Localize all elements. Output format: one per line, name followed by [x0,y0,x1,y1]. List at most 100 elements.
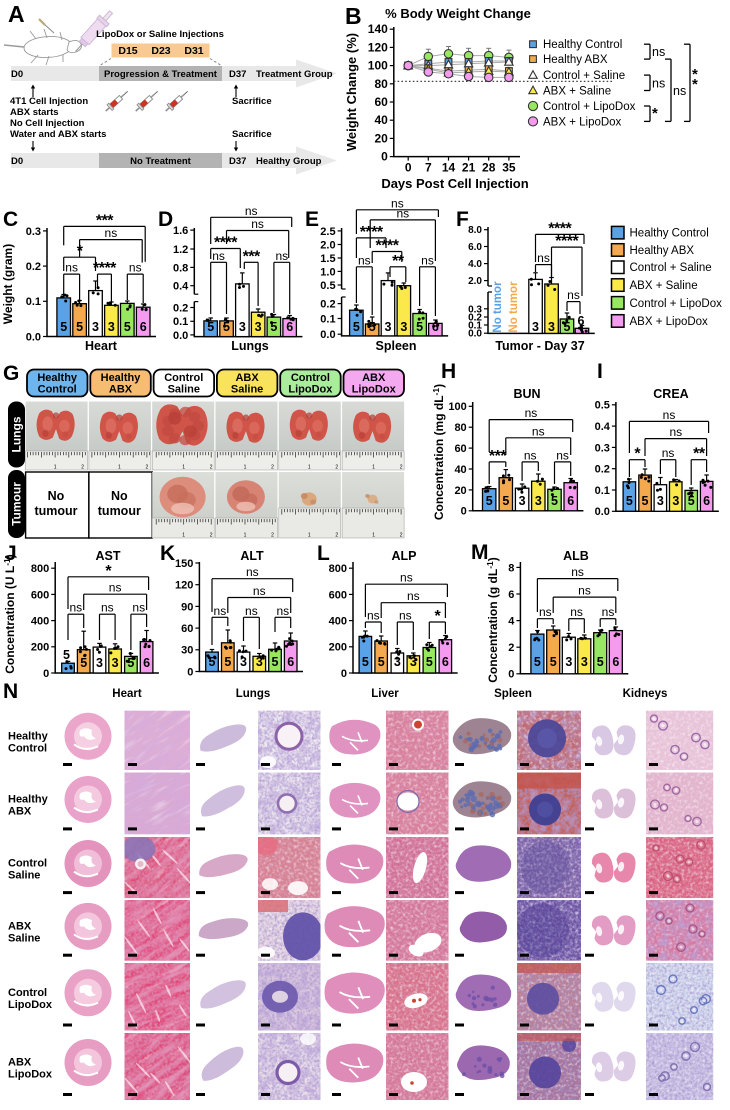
svg-text:ns: ns [245,604,258,618]
svg-text:Treatment Group: Treatment Group [256,69,333,80]
svg-text:ns: ns [214,604,227,618]
svg-text:0.4: 0.4 [173,281,189,293]
svg-text:4.0: 4.0 [468,259,482,270]
svg-text:ns: ns [70,601,83,615]
svg-text:LipoDox: LipoDox [8,1069,53,1081]
svg-text:**: ** [392,253,405,270]
svg-text:tumour: tumour [98,504,141,518]
svg-text:****: **** [555,233,579,250]
svg-text:Heart: Heart [112,688,142,700]
svg-text:ABX + LipoDox: ABX + LipoDox [630,316,709,328]
svg-text:***: *** [489,448,507,465]
svg-text:60: 60 [374,95,388,109]
svg-text:6: 6 [442,655,449,669]
svg-text:80: 80 [454,422,466,434]
svg-text:0.0: 0.0 [595,506,610,518]
svg-text:6: 6 [432,320,439,334]
svg-text:0: 0 [341,668,347,680]
svg-text:2: 2 [146,465,149,471]
svg-text:2: 2 [271,465,274,471]
svg-text:5: 5 [362,655,369,669]
svg-text:Tumor - Day 37: Tumor - Day 37 [495,339,584,353]
svg-text:2: 2 [210,465,213,471]
svg-text:****: **** [548,220,572,237]
svg-text:600: 600 [329,589,347,601]
svg-text:Weight Change (%): Weight Change (%) [344,33,359,151]
svg-text:1: 1 [182,533,185,539]
svg-text:****: **** [360,224,384,241]
svg-text:ALB: ALB [563,549,589,563]
svg-text:ns: ns [65,261,78,275]
svg-text:ns: ns [358,253,371,267]
svg-text:Saline: Saline [8,870,40,882]
svg-text:200: 200 [329,642,347,654]
svg-text:Sacrifice: Sacrifice [232,129,272,140]
svg-text:5: 5 [124,320,131,334]
svg-text:ns: ns [399,609,412,623]
svg-text:2: 2 [400,533,403,539]
svg-text:0.2: 0.2 [320,298,335,310]
svg-text:Saline: Saline [8,932,40,944]
svg-text:Healthy Control: Healthy Control [543,39,622,51]
svg-text:ABX + Saline: ABX + Saline [543,86,611,98]
svg-text:ns: ns [578,584,591,598]
svg-text:100: 100 [368,59,388,73]
svg-text:3: 3 [532,320,539,334]
svg-text:ns: ns [673,84,686,98]
svg-text:800: 800 [31,563,49,575]
svg-text:5: 5 [688,494,695,508]
svg-text:ns: ns [556,448,569,462]
svg-text:6: 6 [286,320,293,334]
svg-text:ns: ns [109,581,122,595]
svg-text:4: 4 [508,615,515,627]
svg-text:***: *** [96,212,114,229]
svg-text:M: M [471,541,489,564]
svg-text:3: 3 [394,655,401,669]
svg-text:*: * [434,608,441,625]
svg-text:ns: ns [571,565,584,579]
svg-text:Concentration (g dL-1): Concentration (g dL-1) [485,557,500,683]
svg-text:****: **** [376,238,400,255]
svg-text:6.0: 6.0 [468,242,482,253]
svg-text:D37: D37 [229,156,246,167]
svg-text:90: 90 [181,601,193,613]
svg-text:ABX starts: ABX starts [10,107,59,118]
svg-text:5: 5 [416,320,423,334]
svg-text:% Body Weight Change: % Body Weight Change [385,6,531,21]
svg-text:3: 3 [385,320,392,334]
svg-text:60: 60 [181,623,193,635]
svg-text:100: 100 [448,401,466,413]
svg-text:*: * [692,66,698,83]
svg-text:ns: ns [275,249,288,263]
svg-text:Concentration (U L-1): Concentration (U L-1) [2,554,17,674]
svg-text:5: 5 [353,320,360,334]
svg-text:3: 3 [657,494,664,508]
svg-text:ns: ns [539,605,552,619]
svg-text:Control + LipoDox: Control + LipoDox [630,298,723,310]
svg-text:5: 5 [224,655,231,669]
svg-text:ns: ns [245,204,258,218]
svg-text:ns: ns [524,448,537,462]
svg-text:Healthy: Healthy [8,793,49,805]
svg-text:5: 5 [534,655,541,669]
svg-text:1: 1 [244,533,247,539]
svg-text:ns: ns [101,601,114,615]
svg-text:0: 0 [405,161,412,175]
svg-text:6: 6 [143,656,150,670]
svg-text:No Treatment: No Treatment [130,156,192,167]
svg-text:0.1: 0.1 [26,296,41,308]
svg-text:Control: Control [291,372,330,384]
svg-text:*: * [634,446,641,463]
svg-text:0.8: 0.8 [173,262,188,274]
svg-text:1: 1 [244,465,247,471]
svg-text:LipoDox: LipoDox [352,384,397,396]
svg-text:5: 5 [551,494,558,508]
svg-text:80: 80 [374,77,388,91]
svg-text:3: 3 [92,320,99,334]
svg-text:C: C [3,208,18,231]
svg-text:0.0: 0.0 [320,329,335,341]
svg-text:800: 800 [329,563,347,575]
svg-text:5: 5 [60,320,67,334]
svg-text:ns: ns [391,196,404,210]
svg-text:G: G [3,362,19,385]
